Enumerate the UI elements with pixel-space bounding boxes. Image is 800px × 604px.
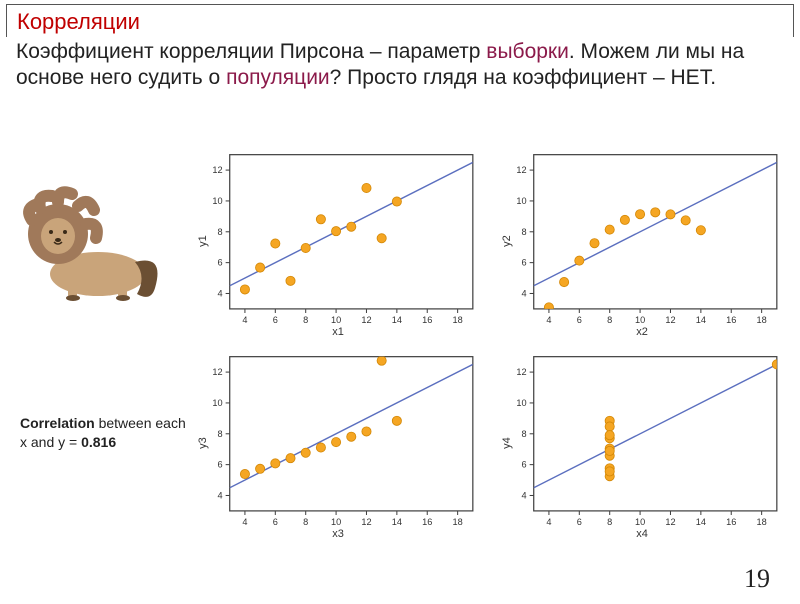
subtitle-span: выборки bbox=[486, 40, 569, 63]
svg-text:8: 8 bbox=[217, 227, 222, 237]
svg-text:6: 6 bbox=[217, 258, 222, 268]
svg-text:12: 12 bbox=[665, 517, 675, 527]
scatter-chart-1: 4 6 8 10 12 14 16 18 4 6 8 10 12 y1 x1 bbox=[195, 144, 481, 338]
svg-text:14: 14 bbox=[696, 517, 706, 527]
lion-illustration bbox=[18, 184, 158, 304]
x-axis-label: x4 bbox=[636, 528, 648, 540]
svg-text:10: 10 bbox=[635, 517, 645, 527]
svg-text:4: 4 bbox=[217, 289, 222, 299]
svg-text:8: 8 bbox=[303, 517, 308, 527]
svg-text:10: 10 bbox=[331, 315, 341, 325]
svg-text:8: 8 bbox=[303, 315, 308, 325]
svg-text:18: 18 bbox=[453, 315, 463, 325]
svg-text:16: 16 bbox=[726, 315, 736, 325]
svg-text:4: 4 bbox=[217, 490, 222, 500]
svg-text:12: 12 bbox=[361, 315, 371, 325]
svg-text:16: 16 bbox=[422, 517, 432, 527]
svg-text:12: 12 bbox=[361, 517, 371, 527]
svg-text:8: 8 bbox=[521, 227, 526, 237]
svg-text:10: 10 bbox=[516, 196, 526, 206]
content-area: Correlation between each x and y = 0.816… bbox=[0, 144, 800, 604]
y-axis-label: y2 bbox=[501, 235, 513, 247]
caption-value: 0.816 bbox=[81, 434, 116, 450]
svg-text:4: 4 bbox=[242, 315, 247, 325]
chart-svg: 4 6 8 10 12 14 16 18 4 6 8 10 12 bbox=[195, 346, 481, 540]
caption-bold: Correlation bbox=[20, 415, 95, 431]
svg-text:8: 8 bbox=[217, 429, 222, 439]
svg-text:4: 4 bbox=[546, 315, 551, 325]
svg-text:10: 10 bbox=[635, 315, 645, 325]
svg-text:14: 14 bbox=[392, 517, 402, 527]
svg-text:18: 18 bbox=[453, 517, 463, 527]
svg-text:16: 16 bbox=[726, 517, 736, 527]
scatter-chart-3: 4 6 8 10 12 14 16 18 4 6 8 10 12 y3 x3 bbox=[195, 346, 481, 540]
svg-text:6: 6 bbox=[217, 460, 222, 470]
svg-text:8: 8 bbox=[521, 429, 526, 439]
correlation-caption: Correlation between each x and y = 0.816 bbox=[20, 414, 190, 452]
svg-text:18: 18 bbox=[757, 315, 767, 325]
svg-text:10: 10 bbox=[331, 517, 341, 527]
scatter-chart-4: 4 6 8 10 12 14 16 18 4 6 8 10 12 y4 x4 bbox=[499, 346, 785, 540]
svg-text:8: 8 bbox=[607, 315, 612, 325]
svg-text:12: 12 bbox=[665, 315, 675, 325]
x-axis-label: x1 bbox=[332, 326, 344, 338]
chart-svg: 4 6 8 10 12 14 16 18 4 6 8 10 12 bbox=[499, 144, 785, 338]
svg-text:4: 4 bbox=[242, 517, 247, 527]
subtitle-span: Коэффициент корреляции Пирсона – парамет… bbox=[16, 40, 486, 63]
scatter-chart-2: 4 6 8 10 12 14 16 18 4 6 8 10 12 y2 x2 bbox=[499, 144, 785, 338]
x-axis-label: x3 bbox=[332, 528, 344, 540]
svg-text:12: 12 bbox=[212, 367, 222, 377]
svg-text:16: 16 bbox=[422, 315, 432, 325]
svg-text:6: 6 bbox=[521, 460, 526, 470]
y-axis-label: y1 bbox=[197, 235, 209, 247]
anscombe-grid: 4 6 8 10 12 14 16 18 4 6 8 10 12 y1 x1 4 6 8 10 12 14 16 18… bbox=[195, 144, 785, 534]
svg-text:12: 12 bbox=[516, 367, 526, 377]
svg-text:8: 8 bbox=[607, 517, 612, 527]
svg-text:4: 4 bbox=[521, 490, 526, 500]
svg-text:6: 6 bbox=[521, 258, 526, 268]
slide-title: Корреляции bbox=[17, 9, 783, 35]
subtitle-span: популяции bbox=[226, 66, 330, 89]
subtitle-span: ? Просто глядя на коэффициент – НЕТ. bbox=[330, 66, 716, 89]
slide-subtitle: Коэффициент корреляции Пирсона – парамет… bbox=[6, 37, 794, 92]
svg-text:10: 10 bbox=[212, 398, 222, 408]
svg-text:10: 10 bbox=[212, 196, 222, 206]
svg-text:14: 14 bbox=[696, 315, 706, 325]
x-axis-label: x2 bbox=[636, 326, 648, 338]
svg-text:4: 4 bbox=[546, 517, 551, 527]
y-axis-label: y3 bbox=[197, 437, 209, 449]
svg-text:12: 12 bbox=[212, 165, 222, 175]
svg-text:12: 12 bbox=[516, 165, 526, 175]
svg-text:6: 6 bbox=[273, 517, 278, 527]
chart-svg: 4 6 8 10 12 14 16 18 4 6 8 10 12 bbox=[195, 144, 481, 338]
svg-text:14: 14 bbox=[392, 315, 402, 325]
svg-text:6: 6 bbox=[577, 517, 582, 527]
svg-text:6: 6 bbox=[577, 315, 582, 325]
svg-text:10: 10 bbox=[516, 398, 526, 408]
svg-text:18: 18 bbox=[757, 517, 767, 527]
svg-text:6: 6 bbox=[273, 315, 278, 325]
page-number: 19 bbox=[744, 564, 770, 594]
svg-text:4: 4 bbox=[521, 289, 526, 299]
y-axis-label: y4 bbox=[501, 437, 513, 449]
chart-svg: 4 6 8 10 12 14 16 18 4 6 8 10 12 bbox=[499, 346, 785, 540]
